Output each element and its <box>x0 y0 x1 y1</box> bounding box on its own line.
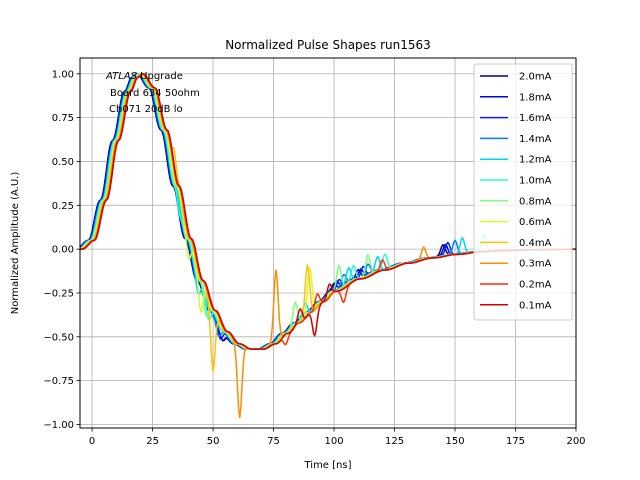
annotation-line3: Ch071 20dB lo <box>109 104 183 115</box>
x-tick-label: 200 <box>566 436 585 447</box>
chart-title: Normalized Pulse Shapes run1563 <box>225 38 431 52</box>
legend-label: 0.1mA <box>519 300 552 311</box>
annotation: ATLAS Upgrade Board 634 50ohm Ch071 20dB… <box>105 71 200 115</box>
y-tick-label: 0.25 <box>52 201 74 212</box>
legend-label: 0.3mA <box>519 259 552 270</box>
annotation-line1: ATLAS Upgrade <box>105 71 183 82</box>
y-axis-label: Normalized Amplitude (A.U.) <box>10 172 21 315</box>
x-tick-label: 75 <box>267 436 280 447</box>
y-tick-label: 1.00 <box>52 69 74 80</box>
y-tick-label: −1.00 <box>43 420 74 431</box>
y-tick-label: −0.75 <box>43 376 74 387</box>
legend-label: 1.6mA <box>519 113 552 124</box>
x-axis-ticks: 0 25 50 75 100 125 150 175 200 <box>89 428 586 447</box>
y-tick-label: −0.50 <box>43 332 74 343</box>
annotation-upgrade: Upgrade <box>137 71 183 82</box>
y-tick-label: 0.00 <box>52 245 74 256</box>
y-axis-ticks: 1.00 0.75 0.50 0.25 0.00 −0.25 −0.50 −0.75 −1.00 <box>43 69 80 431</box>
annotation-atlas: ATLAS <box>105 71 138 82</box>
legend-label: 0.2mA <box>519 280 552 291</box>
legend-label: 1.0mA <box>519 176 552 187</box>
y-tick-label: 0.75 <box>52 113 74 124</box>
x-tick-label: 100 <box>325 436 344 447</box>
x-tick-label: 125 <box>385 436 404 447</box>
y-tick-label: 0.50 <box>52 157 74 168</box>
legend: 2.0mA 1.8mA 1.6mA 1.4mA 1.2mA 1.0mA 0.8mA 0.6mA… <box>473 63 573 321</box>
x-tick-label: 50 <box>207 436 220 447</box>
legend-label: 0.8mA <box>519 196 552 207</box>
legend-label: 2.0mA <box>519 72 552 83</box>
x-tick-label: 150 <box>445 436 464 447</box>
legend-label: 1.4mA <box>519 134 552 145</box>
x-tick-label: 175 <box>506 436 525 447</box>
legend-label: 1.2mA <box>519 155 552 166</box>
plot-frame <box>79 57 577 429</box>
legend-label: 0.4mA <box>519 238 552 249</box>
legend-label: 1.8mA <box>519 92 552 103</box>
x-tick-label: 25 <box>146 436 159 447</box>
legend-box <box>473 63 573 321</box>
annotation-line2: Board 634 50ohm <box>110 88 200 99</box>
legend-label: 0.6mA <box>519 217 552 228</box>
x-tick-label: 0 <box>89 436 95 447</box>
y-tick-label: −0.25 <box>43 288 74 299</box>
x-axis-label: Time [ns] <box>303 460 351 471</box>
